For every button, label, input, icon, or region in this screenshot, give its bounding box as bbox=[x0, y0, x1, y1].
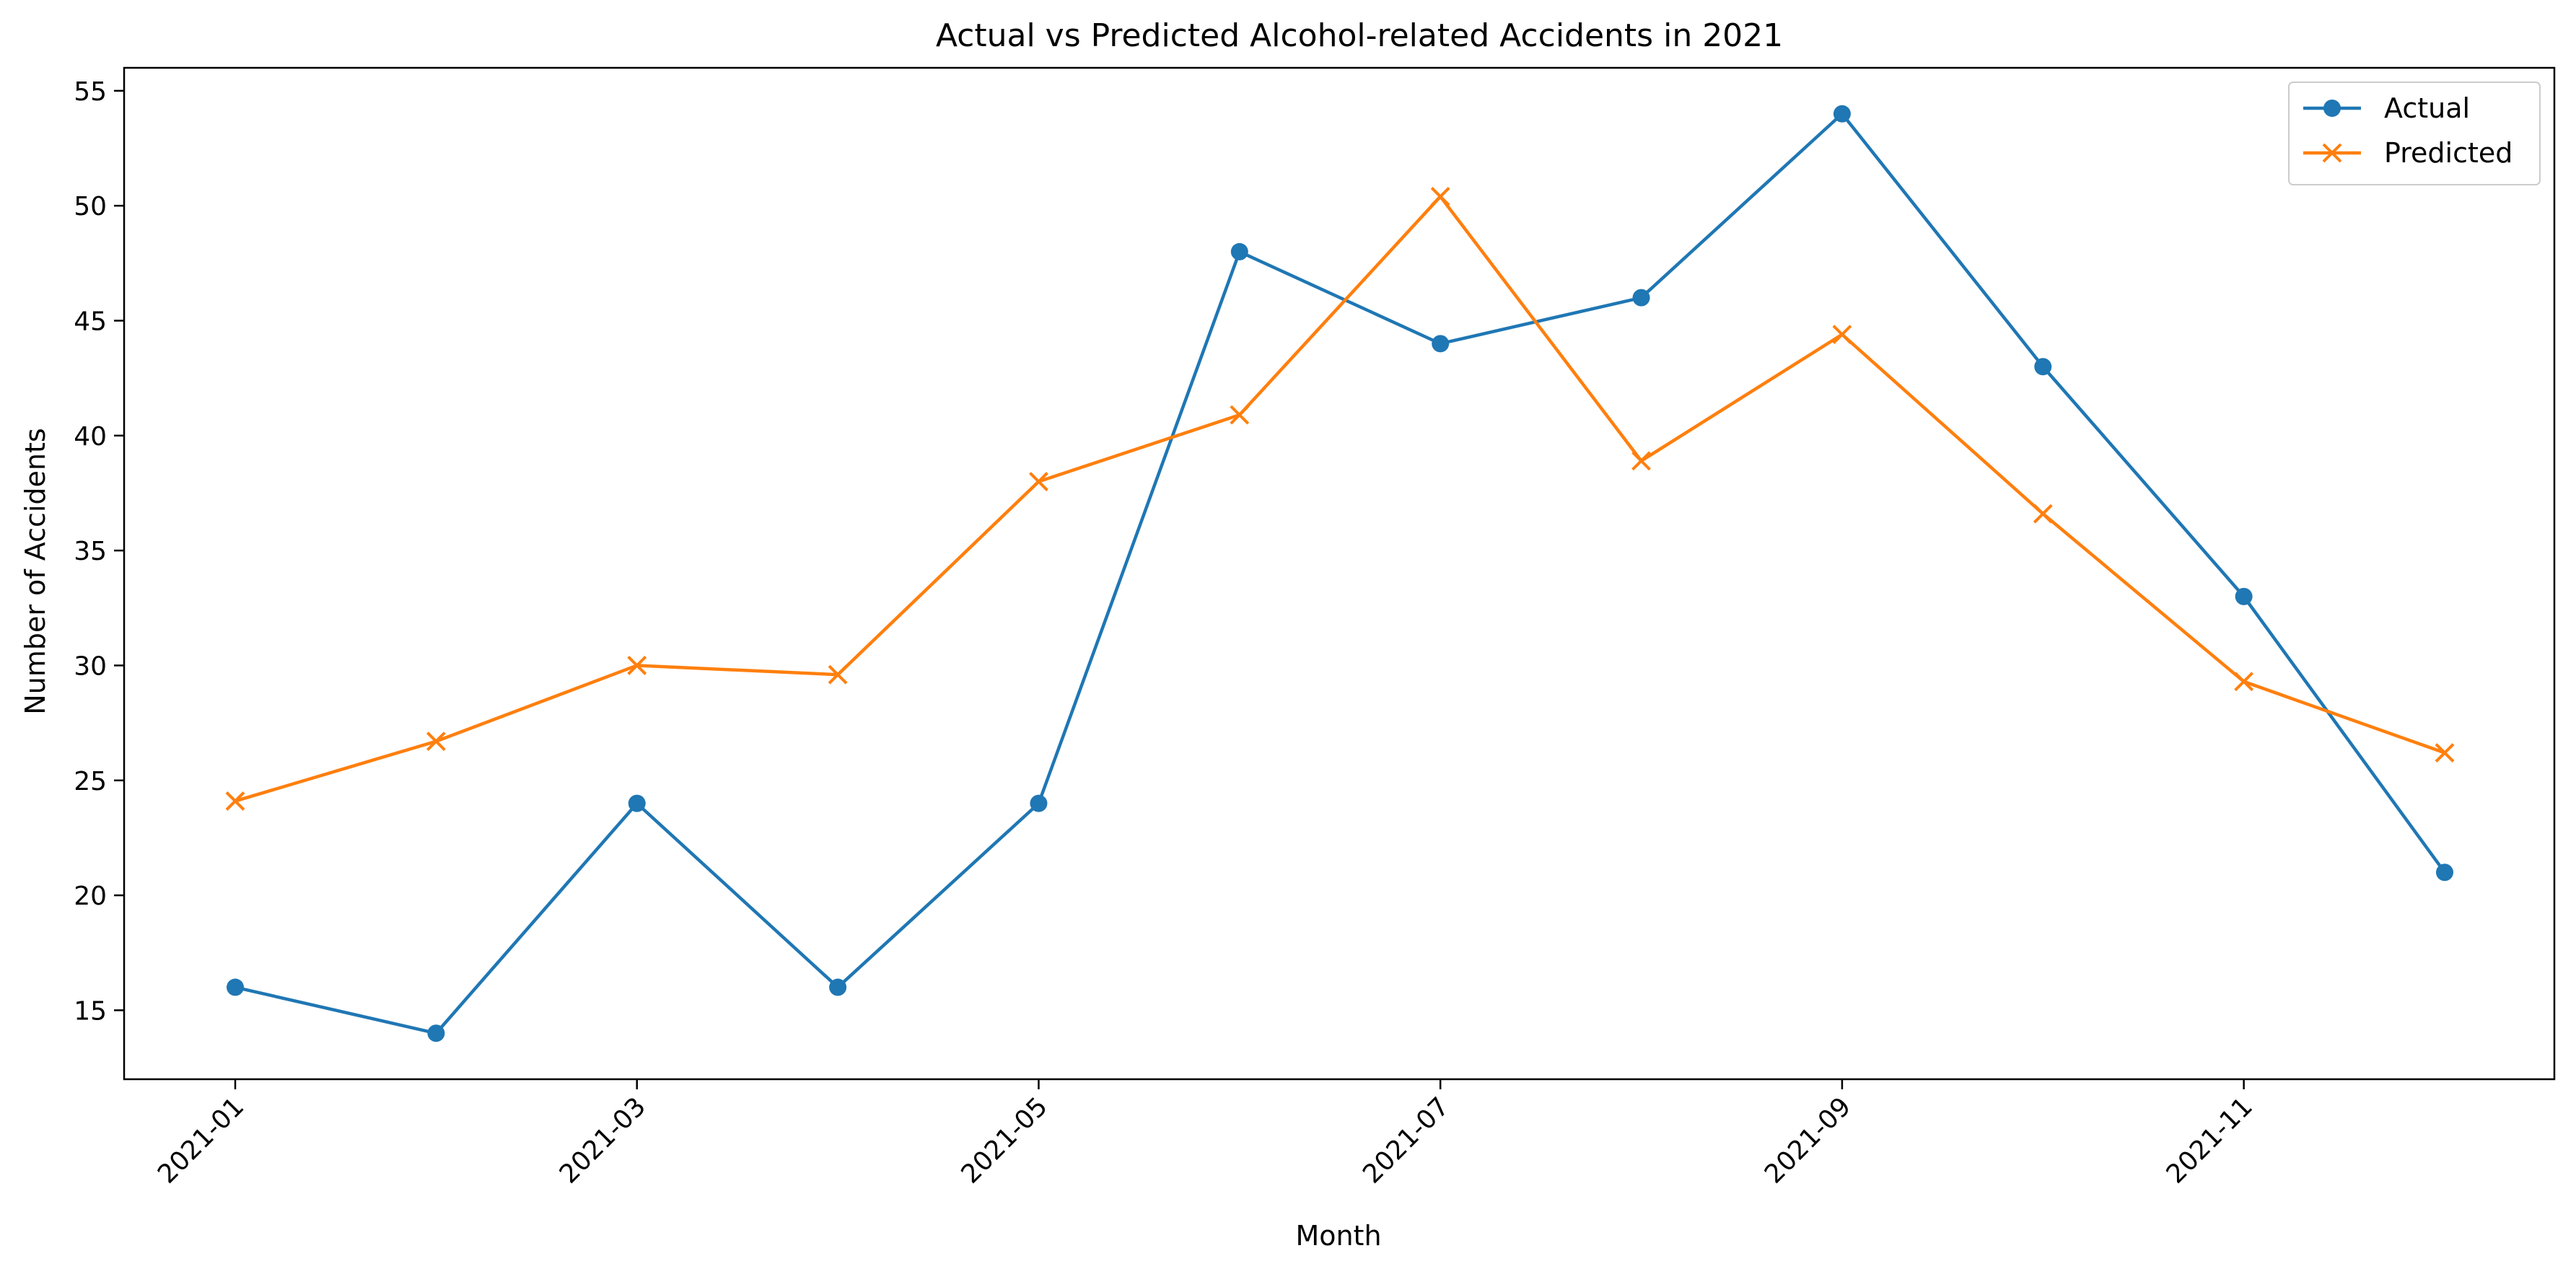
data-point-actual bbox=[829, 978, 847, 996]
y-axis-label: Number of Accidents bbox=[19, 428, 51, 714]
data-point-actual bbox=[1030, 794, 1048, 812]
data-point-predicted bbox=[1430, 187, 1450, 206]
data-point-predicted bbox=[426, 732, 446, 752]
data-point-predicted bbox=[1029, 472, 1048, 491]
y-tick-label: 50 bbox=[74, 192, 107, 221]
data-point-predicted bbox=[1832, 325, 1852, 345]
series-predicted bbox=[225, 187, 2455, 811]
data-point-predicted bbox=[1230, 405, 1250, 425]
data-point-actual bbox=[2034, 358, 2052, 376]
data-point-actual bbox=[227, 978, 244, 996]
data-point-actual bbox=[2235, 587, 2253, 605]
legend-label-predicted: Predicted bbox=[2384, 137, 2513, 169]
data-point-actual bbox=[1833, 105, 1851, 123]
data-point-predicted bbox=[2033, 504, 2053, 524]
y-tick-label: 45 bbox=[74, 307, 107, 337]
data-point-predicted bbox=[1631, 451, 1651, 471]
data-point-actual bbox=[427, 1024, 445, 1042]
legend-label-actual: Actual bbox=[2384, 92, 2470, 124]
legend: Actual Predicted bbox=[2288, 82, 2541, 185]
y-tick-label: 55 bbox=[74, 77, 107, 107]
y-tick-label: 30 bbox=[74, 651, 107, 681]
data-point-actual bbox=[2436, 864, 2453, 882]
plot-area bbox=[225, 105, 2455, 1042]
series-line-predicted bbox=[235, 195, 2445, 803]
chart-title: Actual vs Predicted Alcohol-related Acci… bbox=[936, 17, 1783, 54]
x-axis-label: Month bbox=[1295, 1220, 1381, 1252]
data-point-predicted bbox=[225, 791, 245, 811]
data-point-actual bbox=[1230, 242, 1248, 260]
y-tick-label: 40 bbox=[74, 422, 107, 452]
data-point-predicted bbox=[2435, 743, 2455, 763]
y-tick-label: 35 bbox=[74, 537, 107, 566]
series-line-actual bbox=[235, 112, 2446, 1035]
data-point-predicted bbox=[627, 656, 647, 675]
data-point-actual bbox=[1632, 289, 1650, 307]
y-axis: 15 20 25 30 35 40 45 50 55 bbox=[74, 77, 124, 1026]
data-point-predicted bbox=[828, 664, 848, 685]
y-tick-label: 25 bbox=[74, 767, 107, 796]
y-tick-label: 20 bbox=[74, 882, 107, 911]
data-point-actual bbox=[628, 794, 646, 812]
plot-frame bbox=[123, 66, 2556, 1081]
legend-marker bbox=[2323, 100, 2341, 117]
data-point-predicted bbox=[2234, 672, 2254, 692]
y-tick-label: 15 bbox=[74, 996, 107, 1026]
data-point-actual bbox=[1432, 335, 1450, 353]
legend-marker bbox=[2322, 143, 2342, 163]
series-actual bbox=[227, 105, 2453, 1042]
